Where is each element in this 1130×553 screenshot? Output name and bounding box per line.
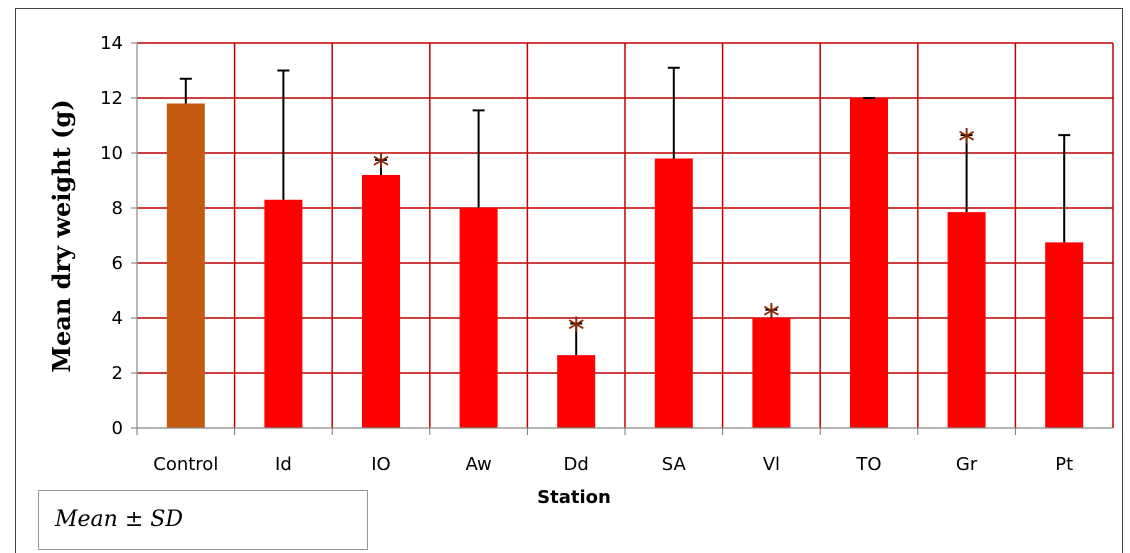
significance-markers: * * * *: [373, 122, 976, 350]
bar-pt: [1045, 242, 1084, 428]
significance-star-vl: *: [763, 297, 780, 337]
y-tick-label: 8: [112, 198, 123, 219]
x-tick-label-vl: Vl: [763, 454, 780, 475]
bar-gr: [947, 212, 986, 428]
bars: [166, 98, 1084, 428]
bar-control: [166, 103, 205, 428]
y-tick-label: 6: [112, 253, 123, 274]
y-tick-label: 0: [112, 418, 123, 439]
x-tick-label-pt: Pt: [1055, 454, 1073, 475]
bar-id: [264, 199, 303, 428]
bar-vl: [752, 318, 791, 428]
error-bars: [179, 66, 1071, 356]
y-tick-label: 12: [100, 88, 123, 109]
bar-dd: [557, 355, 596, 428]
significance-star-dd: *: [568, 311, 585, 351]
bar-sa: [654, 158, 693, 428]
legend-text: Mean ± SD: [55, 507, 183, 532]
y-tick-label: 2: [112, 363, 123, 384]
x-tick-label-sa: SA: [662, 454, 687, 475]
x-tick-label-io: IO: [371, 454, 390, 475]
x-tick-label-to: TO: [855, 454, 881, 475]
bar-io: [362, 175, 400, 428]
y-tick-label: 4: [112, 308, 123, 329]
x-tick-label-control: Control: [153, 454, 218, 475]
significance-star-gr: *: [958, 122, 975, 162]
x-tick-label-id: Id: [275, 454, 292, 475]
x-tick-label-aw: Aw: [465, 454, 491, 475]
y-axis-label: Mean dry weight (g): [47, 99, 76, 372]
x-tick-label-gr: Gr: [956, 454, 978, 475]
bar-to: [850, 98, 888, 428]
bar-aw: [459, 208, 498, 428]
legend-box: Mean ± SD: [38, 490, 368, 550]
x-tick-label-dd: Dd: [564, 454, 589, 475]
significance-star-io: *: [373, 147, 390, 187]
y-tick-label: 10: [100, 143, 123, 164]
x-axis-label: Station: [537, 487, 611, 508]
y-tick-label: 14: [100, 33, 123, 54]
axes: 0 2 4 6 8 10 12 14 Control Id IO Aw Dd SA Vl TO Gr Pt: [100, 33, 1113, 475]
